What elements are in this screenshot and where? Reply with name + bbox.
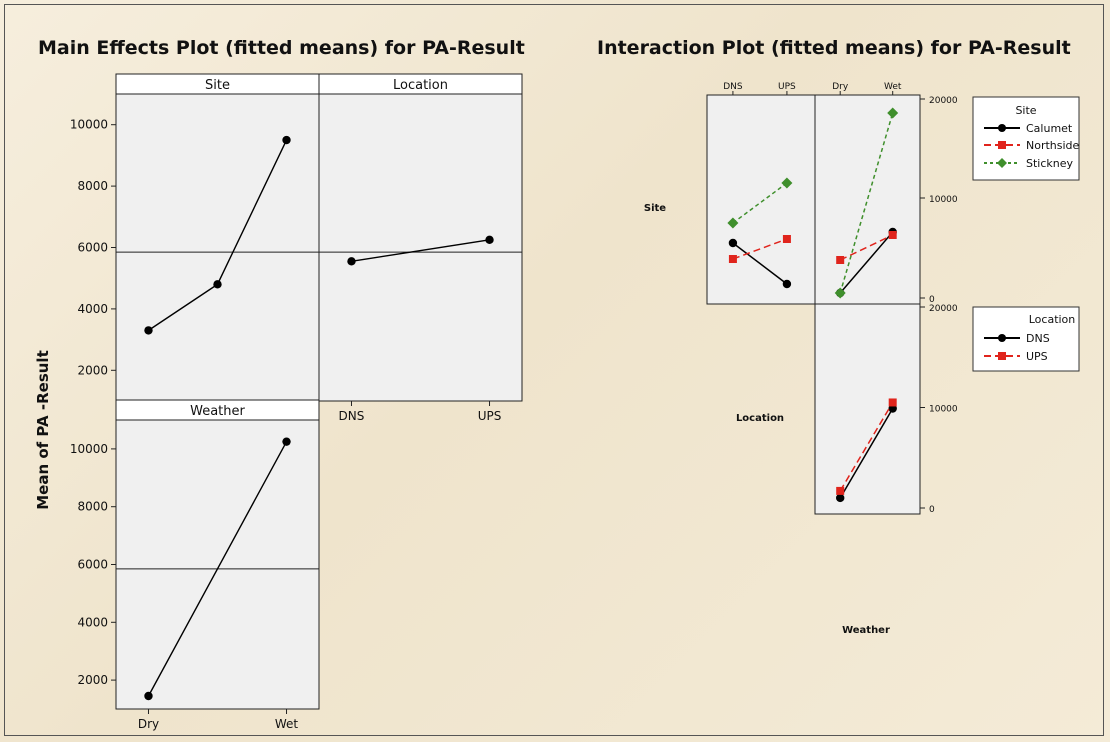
interaction-xtick-label-site-location-ups: UPS (778, 82, 796, 92)
legend-marker-calumet (998, 124, 1006, 132)
interaction-xtick-label-site-location-dns: DNS (723, 82, 743, 92)
main-effects-header-label-weather: Weather (190, 404, 245, 419)
main-effects-ytick-label-site-4000: 4000 (77, 302, 108, 316)
interaction-line-site-location-northside (732, 238, 788, 260)
interaction-line-location-weather-ups (839, 402, 894, 492)
interaction-line-location-weather-dns (839, 408, 894, 499)
main-effects-point-location-dns (347, 257, 356, 266)
interaction-row-label-site: Site (644, 203, 666, 214)
main-effects-xtick-label-location-dns: DNS (339, 409, 365, 423)
main-effects-point-site-stickney (282, 135, 291, 145)
legend-marker-stickney (997, 158, 1007, 168)
site-legend-calumet: Calumet (1026, 122, 1073, 135)
main-effects-ytick-label-weather-10000: 10000 (70, 442, 108, 456)
interaction-ytick-label-site-weather-0: 0 (929, 295, 935, 305)
legend-marker-ups (998, 352, 1006, 360)
interaction-panel-site-location (706, 94, 816, 305)
interaction-point-site-location-northside-ups (782, 235, 791, 243)
interaction-point-site-weather-northside-wet (888, 231, 897, 239)
main-effects-ytick-label-weather-8000: 8000 (77, 500, 108, 514)
main-effects-line-location (351, 239, 490, 263)
main-effects-ytick-label-weather-4000: 4000 (77, 615, 108, 629)
main-effects-ytick-label-weather-2000: 2000 (77, 673, 108, 687)
site-legend-stickney: Stickney (1026, 157, 1074, 170)
main-effects-point-weather-dry (144, 691, 153, 701)
main-effects-ytick-label-site-6000: 6000 (77, 241, 108, 255)
main-effects-header-label-location: Location (393, 78, 448, 93)
main-effects-ylabel: Mean of PA -Result (34, 350, 52, 510)
main-effects-point-site-northside (213, 280, 222, 289)
interaction-panel-site-weather (814, 94, 921, 305)
interaction-line-site-weather-stickney (839, 112, 894, 294)
interaction-line-site-weather-northside (839, 234, 894, 261)
main-effects-xtick-label-location-ups: UPS (478, 409, 502, 423)
interaction-point-site-location-stickney-dns (727, 217, 739, 229)
main-effects-header-label-site: Site (205, 78, 230, 93)
site-legend: Site Calumet Northside Stickney (972, 96, 1080, 181)
main-effects-point-location-ups (485, 235, 494, 245)
main-effects-xtick-label-weather-wet: Wet (275, 717, 299, 731)
location-legend-dns: DNS (1026, 332, 1050, 345)
interaction-panel-location-weather (814, 303, 921, 515)
main-effects-header-weather (115, 399, 320, 421)
interaction-point-location-weather-ups-wet (888, 398, 897, 407)
site-legend-title: Site (1015, 104, 1036, 117)
location-legend-title: Location (1029, 313, 1076, 326)
plot-area: Site200040006000800010000CalumetNorthsid… (70, 73, 958, 731)
interaction-point-site-weather-northside-dry (836, 256, 845, 264)
location-legend: Location DNS UPS (972, 306, 1080, 372)
interaction-ytick-label-site-weather-20000: 20000 (929, 96, 958, 106)
site-legend-northside: Northside (1026, 139, 1080, 152)
interaction-point-site-weather-stickney-wet (887, 107, 899, 119)
main-effects-panel-location (318, 93, 523, 402)
main-effects-header-location (318, 73, 523, 95)
interaction-line-site-location-calumet (732, 242, 788, 285)
interaction-point-site-location-calumet-ups (782, 279, 792, 289)
main-effects-ytick-label-site-10000: 10000 (70, 118, 108, 132)
chart-frame (4, 4, 1104, 736)
main-effects-point-weather-wet (282, 437, 291, 446)
interaction-ytick-label-location-weather-10000: 10000 (929, 405, 958, 415)
main-effects-ytick-label-site-2000: 2000 (77, 363, 108, 377)
interaction-row-label-weather: Weather (842, 625, 890, 636)
main-effects-line-weather (147, 441, 288, 697)
location-legend-ups: UPS (1026, 350, 1048, 363)
interaction-line-site-weather-calumet (839, 231, 894, 294)
main-effects-xtick-label-weather-dry: Dry (138, 717, 159, 731)
main-effects-panel-site (115, 93, 320, 402)
interaction-line-site-location-stickney (732, 182, 788, 224)
interaction-ytick-label-location-weather-0: 0 (929, 505, 935, 515)
interaction-point-site-weather-stickney-dry (834, 287, 846, 299)
interaction-point-site-location-calumet-dns (728, 238, 738, 248)
interaction-ytick-label-location-weather-20000: 20000 (929, 304, 958, 314)
main-effects-panel-weather (115, 419, 320, 710)
main-effects-title: Main Effects Plot (fitted means) for PA-… (38, 37, 525, 59)
interaction-point-site-location-northside-dns (728, 255, 737, 263)
interaction-point-location-weather-dns-dry (836, 493, 845, 503)
interaction-ytick-label-site-weather-10000: 10000 (929, 195, 958, 205)
interaction-title: Interaction Plot (fitted means) for PA-R… (597, 37, 1071, 59)
legend-marker-northside (998, 141, 1006, 149)
main-effects-ytick-label-weather-6000: 6000 (77, 558, 108, 572)
location-legend-box (972, 306, 1080, 372)
site-legend-box (972, 96, 1080, 181)
main-effects-point-site-calumet (144, 326, 153, 335)
legend-marker-dns (998, 334, 1006, 342)
interaction-xtick-label-site-weather-dry: Dry (832, 82, 849, 92)
interaction-xtick-label-site-weather-wet: Wet (884, 82, 902, 92)
interaction-point-site-location-stickney-ups (781, 177, 793, 189)
interaction-row-label-location: Location (736, 413, 784, 424)
interaction-point-location-weather-ups-dry (836, 486, 845, 495)
main-effects-ytick-label-site-8000: 8000 (77, 179, 108, 193)
